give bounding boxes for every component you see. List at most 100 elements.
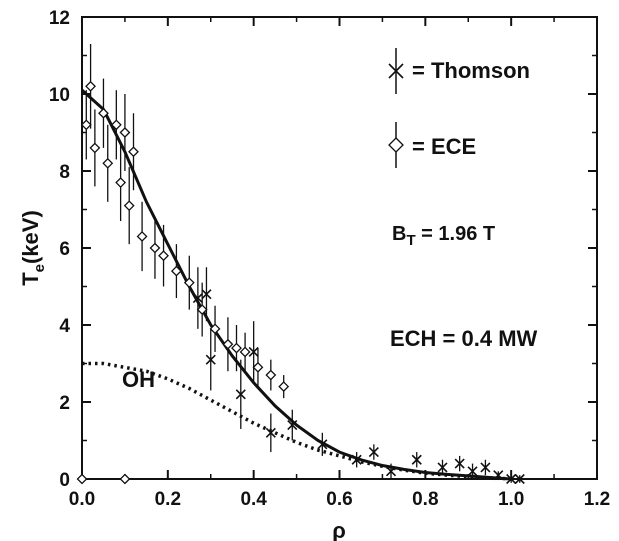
ece-point <box>265 369 277 381</box>
x-stroke <box>437 462 448 473</box>
legend-x-marker <box>388 63 404 79</box>
thomson-point <box>437 462 448 473</box>
y-tick-label: 0 <box>59 470 70 491</box>
thomson-point <box>205 354 216 365</box>
thomson-point <box>467 466 478 477</box>
y-tick-label: 8 <box>59 162 70 183</box>
x-stroke <box>454 458 465 469</box>
ece-point <box>80 119 92 131</box>
bt-annotation-sub: T <box>406 232 415 249</box>
legend-marker-ece <box>388 122 404 168</box>
curves-layer <box>80 88 512 481</box>
x-stroke <box>317 439 328 450</box>
bt-annotation-main: B <box>392 223 406 245</box>
x-stroke <box>467 466 478 477</box>
legend-label-ece: = ECE <box>412 134 476 159</box>
x-stroke <box>205 354 216 365</box>
y-tick-label: 6 <box>59 239 70 260</box>
ece-point <box>98 107 109 119</box>
x-tick-label: 1.2 <box>584 489 610 510</box>
ece-point <box>76 473 88 485</box>
x-stroke <box>506 473 517 485</box>
y-tick-label: 12 <box>49 8 70 29</box>
thomson-point <box>248 346 259 358</box>
ece-point <box>85 80 97 92</box>
ece-point <box>102 157 114 169</box>
thomson-point <box>514 473 525 485</box>
x-stroke <box>192 292 203 304</box>
x-stroke <box>480 462 491 473</box>
ece-point <box>196 304 208 316</box>
ece-point <box>89 142 101 154</box>
ece-point <box>123 200 135 212</box>
oh-annotation: OH <box>122 367 155 392</box>
x-tick-label: 0.6 <box>326 489 352 510</box>
y-axis-title-unit: (keV) <box>18 210 43 264</box>
ece-point <box>183 277 195 289</box>
ece-point <box>239 346 251 358</box>
thomson-point <box>493 470 504 481</box>
y-tick-label: 4 <box>59 316 70 337</box>
ece-point <box>252 361 264 373</box>
y-axis-title-sub: e <box>31 264 48 272</box>
thomson-point <box>317 439 328 450</box>
points-layer <box>76 43 525 485</box>
ece-point <box>158 250 169 262</box>
x-stroke <box>411 454 422 465</box>
x-stroke <box>265 427 276 438</box>
x-stroke <box>351 454 362 465</box>
thomson-point <box>201 289 212 300</box>
ece-point <box>115 177 127 188</box>
x-tick-label: 0.2 <box>155 489 181 510</box>
ece-point <box>110 119 122 131</box>
ece-point <box>170 265 182 277</box>
axis-ticks: 0.0 0.2 0.4 0.6 0.8 1.0 1.2 0 2 4 6 8 10 12 <box>49 8 610 510</box>
svg-text:Te(keV): Te(keV) <box>18 210 48 286</box>
ece-point <box>278 381 290 393</box>
ece-point <box>119 127 131 138</box>
x-stroke <box>385 466 397 477</box>
x-stroke <box>514 473 525 485</box>
y-tick-label: 10 <box>49 85 70 106</box>
x-tick-label: 0.8 <box>412 489 438 510</box>
thomson-point <box>385 466 397 477</box>
x-stroke <box>368 446 379 458</box>
bt-annotation: BT = 1.96 T <box>392 223 495 249</box>
ece-point <box>119 473 131 485</box>
legend-label-thomson: = Thomson <box>412 58 530 83</box>
thomson-point <box>454 458 465 469</box>
x-tick-label: 0.0 <box>69 489 95 510</box>
x-tick-label: 0.4 <box>240 489 267 510</box>
thomson-point <box>368 446 379 458</box>
ece-point <box>128 146 139 158</box>
thomson-point <box>287 420 298 431</box>
ech-annotation: ECH = 0.4 MW <box>390 326 538 351</box>
thomson-point <box>480 462 491 473</box>
thomson-point <box>192 292 203 304</box>
bt-annotation-value: = 1.96 T <box>416 223 496 245</box>
oh-curve <box>82 361 512 481</box>
ece-point <box>231 342 242 354</box>
legend: = Thomson = ECE <box>388 48 530 168</box>
y-axis-title-main: T <box>18 272 43 286</box>
thomson-point <box>506 473 517 485</box>
x-stroke <box>248 346 259 358</box>
x-stroke <box>235 389 246 400</box>
x-stroke <box>201 289 212 300</box>
thomson-point <box>351 454 362 465</box>
x-stroke <box>287 420 298 431</box>
thomson-point <box>235 389 246 400</box>
y-axis-title: Te(keV) <box>18 210 48 286</box>
x-axis-title: ρ <box>332 518 346 541</box>
thomson-point <box>411 454 422 465</box>
ece-point <box>136 231 148 242</box>
x-stroke <box>493 470 504 481</box>
ece-point <box>222 338 234 350</box>
ece-point <box>149 242 161 254</box>
y-tick-label: 2 <box>59 393 70 414</box>
thomson-point <box>265 427 276 438</box>
ece-point <box>209 323 221 335</box>
x-stroke <box>388 63 404 79</box>
legend-marker-thomson <box>388 48 404 94</box>
